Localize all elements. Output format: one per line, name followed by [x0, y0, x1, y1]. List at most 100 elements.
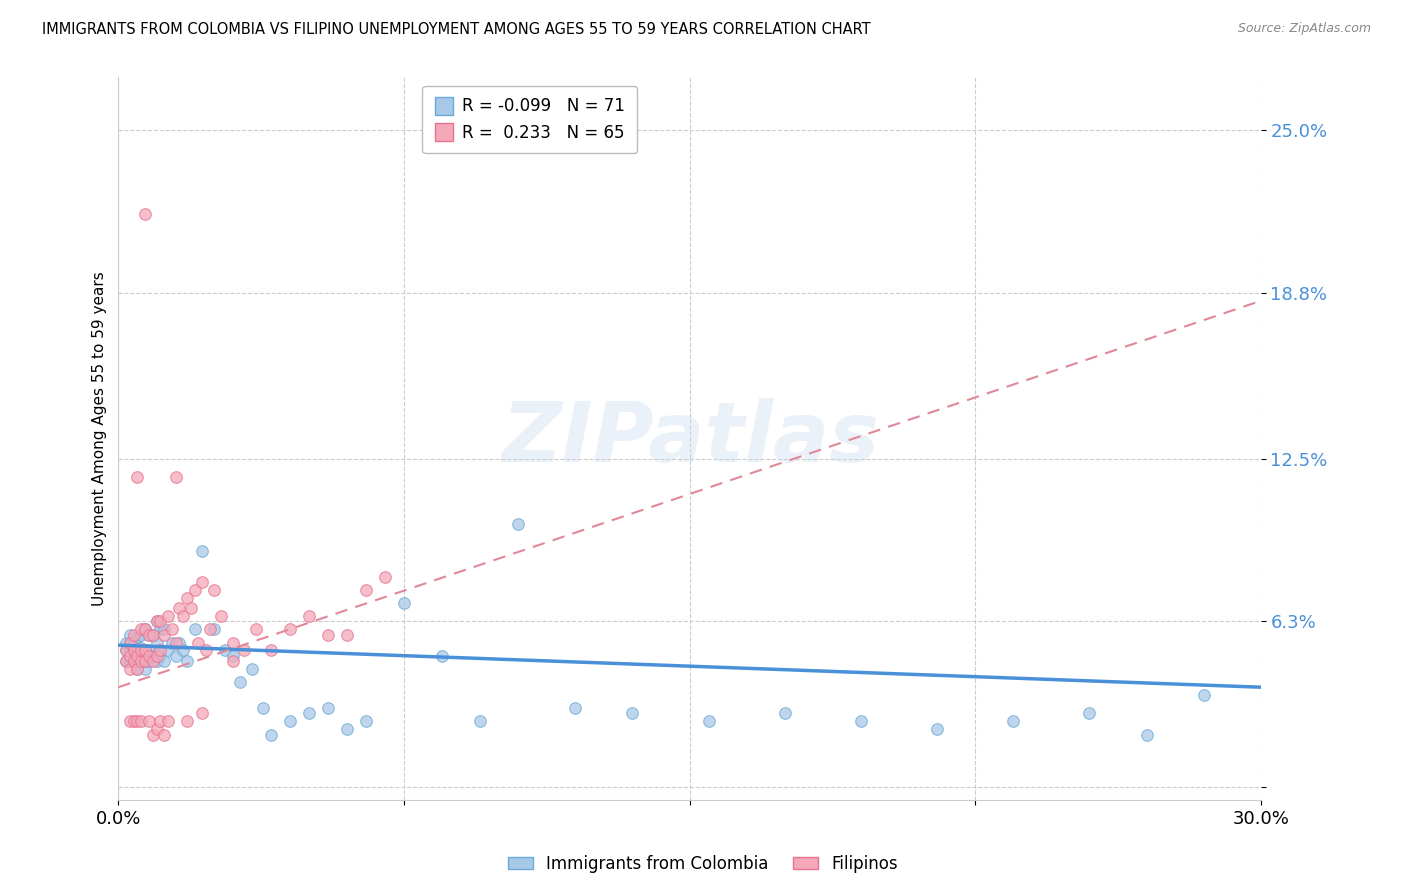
Point: [153, 627, 176, 641]
Point: [138, 714, 160, 729]
Point: [129, 654, 152, 668]
Point: [508, 517, 530, 532]
Legend: R = -0.099   N = 71, R =  0.233   N = 65: R = -0.099 N = 71, R = 0.233 N = 65: [422, 86, 637, 153]
Point: [191, 575, 214, 590]
Point: [278, 714, 301, 729]
Point: [374, 570, 396, 584]
Point: [336, 627, 359, 641]
Point: [176, 714, 198, 729]
Point: [118, 662, 141, 676]
Point: [195, 643, 218, 657]
Point: [260, 643, 283, 657]
Point: [145, 654, 167, 668]
Point: [165, 635, 187, 649]
Point: [927, 723, 949, 737]
Point: [183, 623, 205, 637]
Point: [129, 623, 152, 637]
Point: [172, 643, 194, 657]
Point: [149, 648, 172, 663]
Point: [145, 648, 167, 663]
Point: [229, 675, 252, 690]
Point: [165, 648, 187, 663]
Point: [156, 643, 179, 657]
Point: [129, 643, 152, 657]
Point: [221, 648, 243, 663]
Point: [129, 714, 152, 729]
Point: [129, 640, 152, 655]
Point: [115, 654, 138, 668]
Point: [127, 662, 149, 676]
Point: [118, 643, 141, 657]
Point: [252, 701, 274, 715]
Point: [134, 654, 156, 668]
Point: [183, 582, 205, 597]
Point: [209, 609, 232, 624]
Point: [336, 723, 359, 737]
Point: [233, 643, 256, 657]
Point: [1135, 727, 1157, 741]
Point: [392, 596, 415, 610]
Point: [134, 643, 156, 657]
Point: [134, 643, 156, 657]
Point: [138, 627, 160, 641]
Point: [138, 643, 160, 657]
Point: [245, 623, 267, 637]
Point: [354, 714, 377, 729]
Point: [142, 727, 165, 741]
Point: [430, 648, 453, 663]
Point: [165, 470, 187, 484]
Point: [122, 654, 145, 668]
Point: [354, 582, 377, 597]
Point: [153, 623, 176, 637]
Point: [176, 654, 198, 668]
Point: [278, 623, 301, 637]
Point: [621, 706, 644, 721]
Point: [127, 640, 149, 655]
Point: [138, 648, 160, 663]
Point: [160, 635, 183, 649]
Point: [145, 615, 167, 629]
Point: [122, 714, 145, 729]
Point: [191, 706, 214, 721]
Point: [127, 654, 149, 668]
Point: [115, 635, 138, 649]
Point: [118, 648, 141, 663]
Point: [221, 635, 243, 649]
Point: [773, 706, 796, 721]
Point: [1078, 706, 1101, 721]
Point: [187, 635, 209, 649]
Point: [849, 714, 872, 729]
Point: [142, 627, 165, 641]
Point: [134, 654, 156, 668]
Point: [169, 601, 191, 615]
Point: [172, 609, 194, 624]
Point: [145, 615, 167, 629]
Point: [118, 648, 141, 663]
Point: [198, 623, 221, 637]
Point: [298, 609, 321, 624]
Legend: Immigrants from Colombia, Filipinos: Immigrants from Colombia, Filipinos: [501, 848, 905, 880]
Point: [129, 654, 152, 668]
Point: [149, 615, 172, 629]
Point: [142, 648, 165, 663]
Point: [149, 714, 172, 729]
Point: [214, 643, 236, 657]
Point: [118, 714, 141, 729]
Point: [115, 643, 138, 657]
Point: [470, 714, 492, 729]
Point: [316, 627, 339, 641]
Point: [127, 470, 149, 484]
Point: [180, 601, 202, 615]
Point: [129, 648, 152, 663]
Point: [202, 623, 225, 637]
Point: [127, 648, 149, 663]
Point: [564, 701, 586, 715]
Point: [145, 723, 167, 737]
Point: [118, 654, 141, 668]
Point: [142, 654, 165, 668]
Point: [122, 643, 145, 657]
Point: [169, 635, 191, 649]
Point: [221, 654, 243, 668]
Text: ZIPatlas: ZIPatlas: [501, 399, 879, 479]
Point: [240, 662, 263, 676]
